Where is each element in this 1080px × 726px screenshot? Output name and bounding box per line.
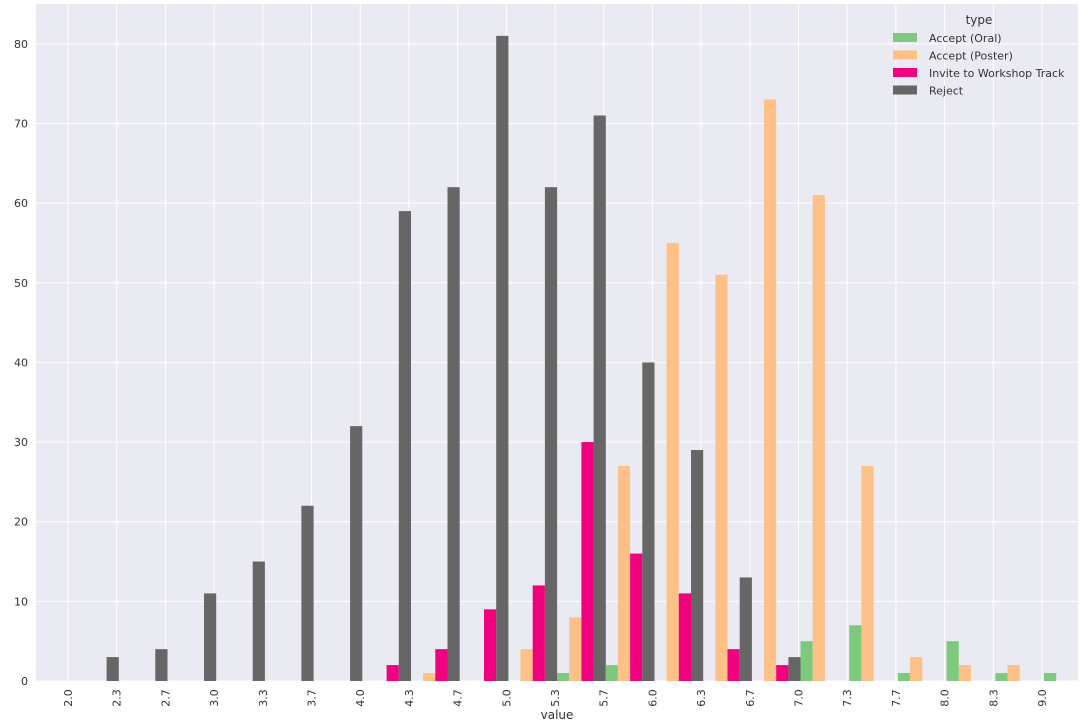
bar — [800, 641, 813, 681]
legend-label: Invite to Workshop Track — [929, 67, 1065, 80]
bar — [569, 617, 582, 681]
bar — [423, 673, 436, 681]
bar — [1007, 665, 1020, 681]
legend: type Accept (Oral) Accept (Poster) Invite … — [893, 13, 1065, 98]
x-tick-label: 5.0 — [500, 689, 513, 707]
x-tick-label: 3.0 — [208, 689, 221, 707]
bar — [764, 99, 777, 681]
bar — [776, 665, 789, 681]
legend-swatch — [893, 68, 917, 77]
x-tick-label: 9.0 — [1036, 689, 1049, 707]
bar — [581, 442, 594, 681]
bar — [691, 450, 704, 681]
x-tick-label: 4.3 — [403, 689, 416, 707]
y-tick-label: 10 — [14, 595, 28, 608]
x-axis-label: value — [541, 708, 574, 722]
bar — [617, 465, 631, 681]
bar — [496, 35, 509, 681]
y-tick-label: 30 — [14, 436, 28, 449]
bar — [605, 665, 618, 681]
legend-title: type — [966, 13, 993, 27]
bar — [1044, 673, 1057, 681]
legend-swatch — [893, 50, 917, 60]
x-tick-label: 2.7 — [159, 689, 172, 707]
bar — [484, 609, 497, 681]
legend-items: Accept (Oral) Accept (Poster) Invite to Wo… — [893, 32, 1065, 98]
bar — [739, 577, 752, 681]
bar — [946, 641, 959, 681]
x-tick-label: 7.3 — [841, 689, 854, 707]
bar — [678, 593, 691, 681]
bar — [435, 649, 448, 681]
bar — [447, 187, 460, 681]
y-tick-label: 60 — [14, 197, 28, 210]
y-axis-ticks: 0 10 20 30 40 50 60 70 80 — [14, 38, 28, 688]
x-tick-label: 7.0 — [793, 689, 806, 707]
y-tick-label: 80 — [14, 38, 28, 51]
bars — [106, 35, 1057, 682]
x-tick-label: 6.7 — [744, 689, 757, 707]
y-tick-label: 0 — [21, 675, 28, 688]
legend-swatch — [893, 33, 917, 42]
y-tick-label: 20 — [14, 516, 28, 529]
x-tick-label: 6.3 — [695, 689, 708, 707]
bar — [727, 649, 740, 681]
bar — [386, 665, 399, 681]
x-tick-label: 4.0 — [354, 689, 367, 707]
x-tick-label: 6.0 — [646, 689, 659, 707]
bar — [520, 649, 533, 681]
x-tick-label: 7.7 — [890, 689, 903, 707]
x-tick-label: 5.3 — [549, 689, 562, 707]
x-tick-label: 8.3 — [987, 689, 1000, 707]
bar — [788, 657, 801, 681]
y-tick-label: 70 — [14, 117, 28, 130]
bar — [812, 195, 825, 681]
bar — [861, 465, 874, 681]
bar — [910, 657, 923, 681]
bar — [642, 362, 655, 681]
bar — [204, 593, 217, 681]
bar — [995, 673, 1008, 681]
bar — [544, 187, 558, 681]
bar — [593, 115, 606, 682]
legend-label: Accept (Oral) — [929, 32, 1002, 45]
bar — [715, 274, 728, 681]
x-tick-label: 5.7 — [598, 689, 611, 707]
bar — [155, 649, 168, 681]
x-tick-label: 3.7 — [306, 689, 319, 707]
x-tick-label: 2.3 — [111, 689, 124, 707]
bar — [849, 625, 862, 681]
legend-label: Reject — [929, 85, 964, 98]
bar — [350, 426, 363, 681]
x-tick-label: 4.7 — [452, 689, 465, 707]
bar — [252, 561, 265, 681]
legend-label: Accept (Poster) — [929, 50, 1013, 63]
y-tick-label: 50 — [14, 277, 28, 290]
bar — [666, 242, 679, 682]
legend-swatch — [893, 85, 917, 95]
x-tick-label: 3.3 — [257, 689, 270, 707]
bar — [897, 673, 911, 681]
bar — [301, 505, 314, 681]
bar — [532, 585, 545, 681]
x-tick-label: 8.0 — [939, 689, 952, 707]
x-axis-ticks: 2.0 2.3 2.7 3.0 3.3 3.7 4.0 4.3 4.7 5.0 5.3 5.7 6.0 6… — [62, 689, 1049, 707]
bar — [630, 553, 643, 681]
x-tick-label: 2.0 — [62, 689, 75, 707]
y-tick-label: 40 — [14, 356, 28, 369]
bar — [557, 673, 570, 681]
bar — [106, 657, 119, 681]
bar — [958, 665, 971, 681]
bar — [398, 211, 411, 682]
